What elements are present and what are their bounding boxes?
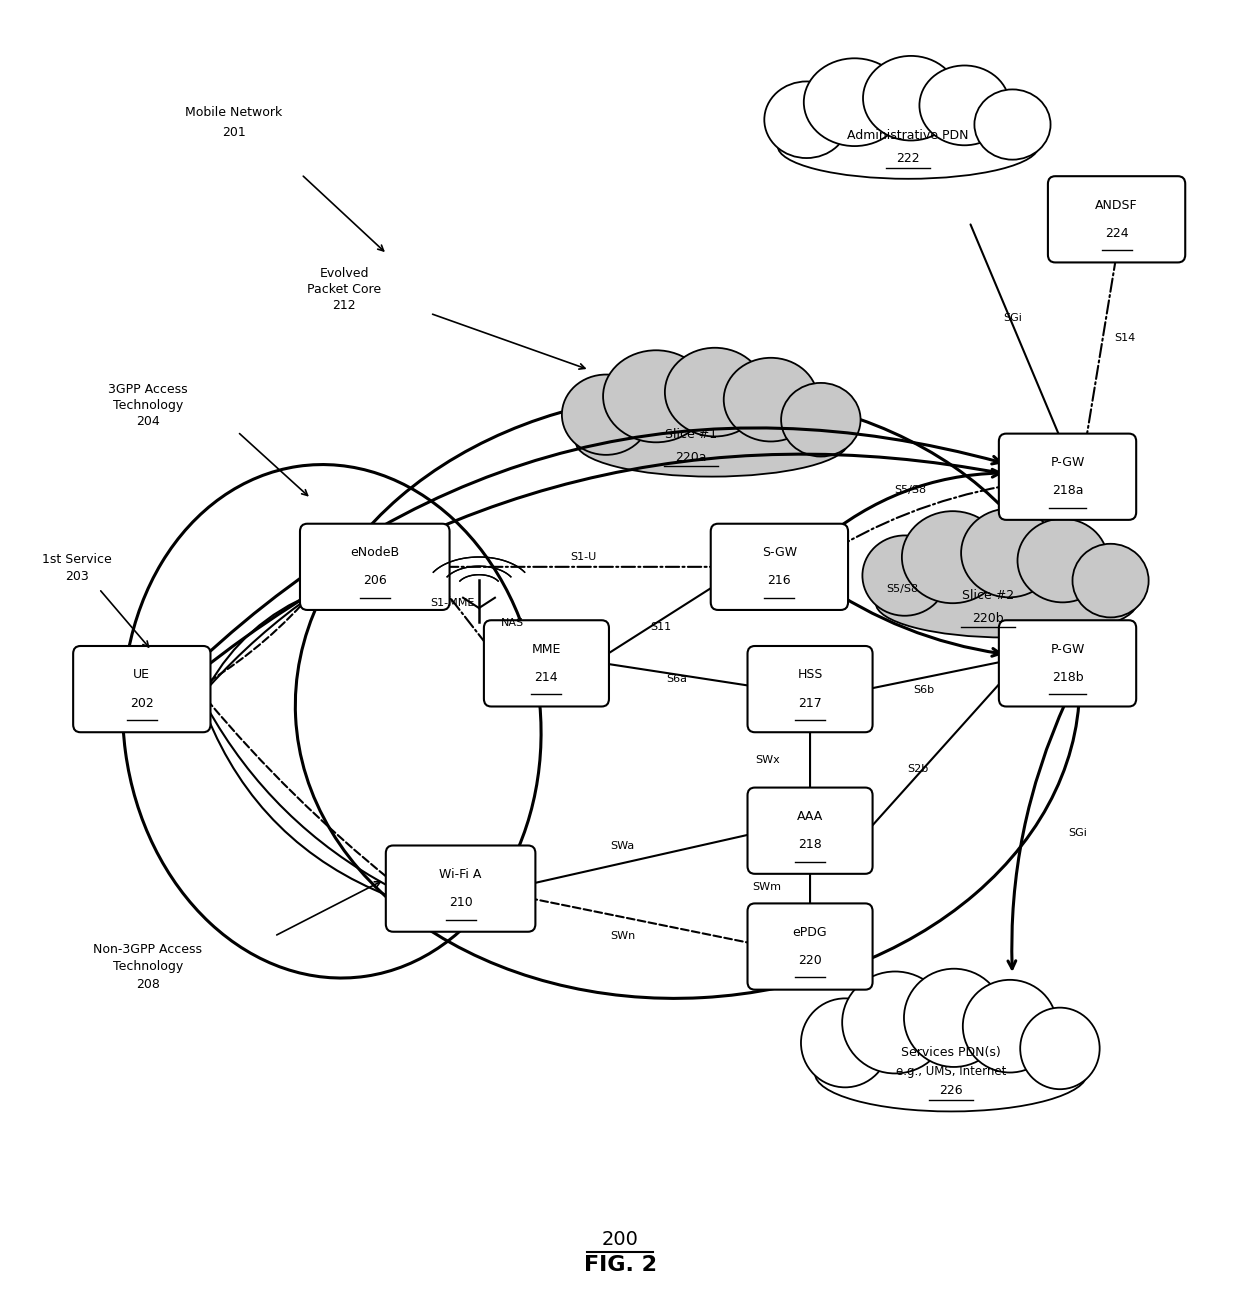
Text: Slice #1: Slice #1 xyxy=(665,428,717,441)
FancyBboxPatch shape xyxy=(748,787,873,874)
Text: 202: 202 xyxy=(130,697,154,710)
Ellipse shape xyxy=(863,56,959,141)
Text: P-GW: P-GW xyxy=(1050,643,1085,656)
Text: S6b: S6b xyxy=(914,686,935,696)
FancyBboxPatch shape xyxy=(73,647,211,732)
Text: S5/S8: S5/S8 xyxy=(885,584,918,593)
Text: Packet Core: Packet Core xyxy=(308,282,381,295)
Text: 203: 203 xyxy=(64,570,89,583)
Text: S1-U: S1-U xyxy=(570,552,596,562)
Text: 1st Service: 1st Service xyxy=(42,553,112,566)
Ellipse shape xyxy=(777,113,1039,178)
Ellipse shape xyxy=(919,65,1009,146)
Text: Services PDN(s): Services PDN(s) xyxy=(901,1046,1001,1059)
Text: Technology: Technology xyxy=(113,398,184,411)
Text: 224: 224 xyxy=(1105,226,1128,239)
Text: S11: S11 xyxy=(650,622,671,632)
Ellipse shape xyxy=(961,509,1056,597)
Text: FIG. 2: FIG. 2 xyxy=(584,1255,656,1275)
Text: 222: 222 xyxy=(897,152,920,165)
Text: 220b: 220b xyxy=(972,611,1003,624)
Text: 217: 217 xyxy=(799,697,822,710)
FancyBboxPatch shape xyxy=(999,621,1136,706)
Text: Slice #2: Slice #2 xyxy=(962,588,1014,601)
Text: 226: 226 xyxy=(939,1084,963,1097)
Ellipse shape xyxy=(603,350,709,442)
Ellipse shape xyxy=(815,1036,1087,1111)
Text: MME: MME xyxy=(532,643,562,656)
Text: S6a: S6a xyxy=(666,674,687,684)
Text: HSS: HSS xyxy=(797,669,822,682)
Text: 218b: 218b xyxy=(1052,671,1084,684)
Text: NAS: NAS xyxy=(501,618,523,628)
Ellipse shape xyxy=(962,980,1056,1072)
Text: 218a: 218a xyxy=(1052,484,1084,497)
Ellipse shape xyxy=(862,536,947,615)
Text: UE: UE xyxy=(134,669,150,682)
Ellipse shape xyxy=(975,90,1050,160)
FancyBboxPatch shape xyxy=(999,433,1136,520)
Text: Technology: Technology xyxy=(113,960,184,973)
Text: Mobile Network: Mobile Network xyxy=(185,107,283,120)
Text: Wi-Fi A: Wi-Fi A xyxy=(439,868,482,881)
FancyBboxPatch shape xyxy=(711,524,848,610)
Text: eNodeB: eNodeB xyxy=(350,546,399,559)
Ellipse shape xyxy=(1073,544,1148,618)
FancyBboxPatch shape xyxy=(484,621,609,706)
FancyBboxPatch shape xyxy=(386,846,536,932)
Text: S2b: S2b xyxy=(908,764,929,774)
FancyBboxPatch shape xyxy=(1048,176,1185,263)
Text: 212: 212 xyxy=(332,299,356,312)
Text: 208: 208 xyxy=(136,978,160,991)
Ellipse shape xyxy=(781,382,861,457)
Ellipse shape xyxy=(764,82,849,157)
Text: 204: 204 xyxy=(136,415,160,428)
Text: AAA: AAA xyxy=(797,811,823,824)
Text: Non-3GPP Access: Non-3GPP Access xyxy=(93,943,202,956)
FancyBboxPatch shape xyxy=(748,647,873,732)
Text: 3GPP Access: 3GPP Access xyxy=(108,382,187,396)
Text: SWa: SWa xyxy=(610,842,635,851)
Ellipse shape xyxy=(575,409,848,476)
Ellipse shape xyxy=(842,972,949,1073)
Text: 201: 201 xyxy=(222,126,246,139)
Ellipse shape xyxy=(724,358,818,441)
Ellipse shape xyxy=(562,375,650,455)
Text: S1-MME: S1-MME xyxy=(430,598,474,608)
Text: 220: 220 xyxy=(799,954,822,967)
Text: P-GW: P-GW xyxy=(1050,457,1085,470)
Ellipse shape xyxy=(1021,1008,1100,1089)
Text: ANDSF: ANDSF xyxy=(1095,199,1138,212)
Ellipse shape xyxy=(801,998,889,1088)
Text: SWn: SWn xyxy=(610,932,635,941)
Ellipse shape xyxy=(901,511,1003,604)
Text: 218: 218 xyxy=(799,838,822,851)
Text: 220a: 220a xyxy=(676,451,707,464)
Ellipse shape xyxy=(665,347,765,436)
Ellipse shape xyxy=(1018,519,1107,602)
Text: Evolved: Evolved xyxy=(320,267,368,280)
FancyBboxPatch shape xyxy=(748,903,873,990)
Text: 206: 206 xyxy=(363,575,387,588)
Ellipse shape xyxy=(904,969,1004,1067)
Text: ePDG: ePDG xyxy=(792,926,827,939)
Text: 216: 216 xyxy=(768,575,791,588)
Text: S14: S14 xyxy=(1115,333,1136,342)
Text: e.g., UMS, Internet: e.g., UMS, Internet xyxy=(895,1066,1006,1079)
Text: SGi: SGi xyxy=(1068,829,1086,838)
Text: SGi: SGi xyxy=(1003,314,1022,324)
Text: SWm: SWm xyxy=(753,882,781,892)
Text: 214: 214 xyxy=(534,671,558,684)
Ellipse shape xyxy=(875,569,1137,637)
Text: SWx: SWx xyxy=(755,755,780,765)
Text: Administrative PDN: Administrative PDN xyxy=(847,129,968,142)
Ellipse shape xyxy=(804,59,905,146)
Text: 200: 200 xyxy=(601,1231,639,1249)
Text: 210: 210 xyxy=(449,896,472,909)
Text: S-GW: S-GW xyxy=(761,546,797,559)
FancyBboxPatch shape xyxy=(300,524,450,610)
Text: S5/S8: S5/S8 xyxy=(894,484,926,494)
